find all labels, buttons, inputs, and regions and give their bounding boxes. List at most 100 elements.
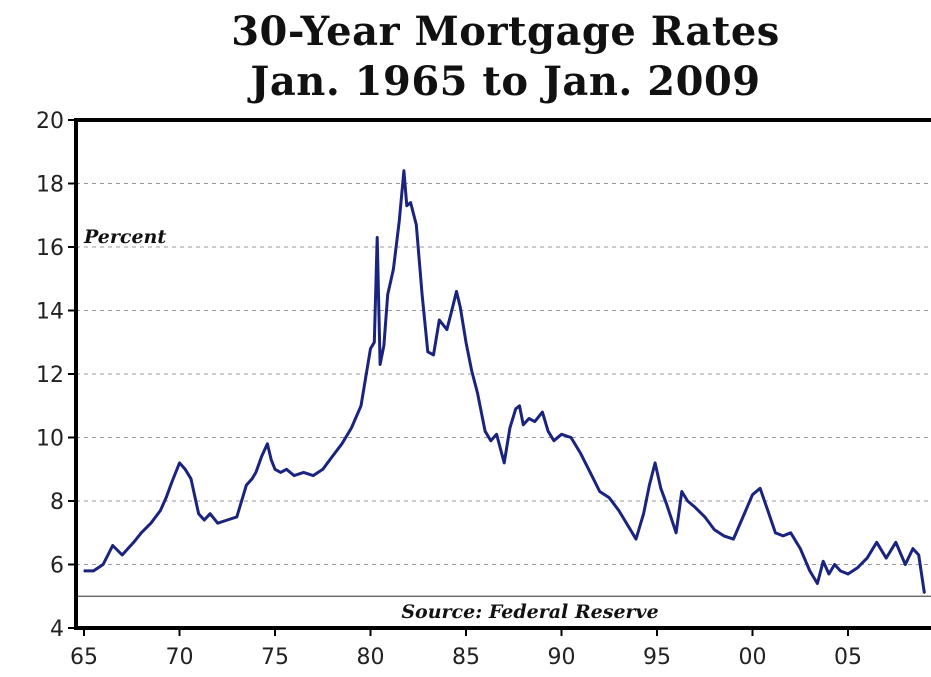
data-point: [723, 535, 725, 537]
x-tick-label: 95: [643, 645, 671, 670]
x-tick-label: 00: [739, 645, 767, 670]
y-tick-label: 20: [36, 109, 64, 134]
data-point: [406, 204, 408, 207]
data-point: [660, 487, 662, 490]
chart-subtitle: Jan. 1965 to Jan. 2009: [250, 58, 761, 105]
data-point: [369, 347, 372, 350]
data-point: [293, 474, 295, 477]
data-point: [490, 439, 492, 442]
data-point: [459, 306, 462, 309]
data-point: [379, 363, 381, 366]
source-note: Source: Federal Reserve: [401, 601, 658, 623]
data-point: [184, 468, 186, 471]
data-point: [190, 478, 192, 480]
data-point: [856, 566, 859, 569]
data-point: [839, 570, 842, 572]
data-point: [140, 532, 143, 534]
x-tick-label: 70: [166, 645, 194, 670]
data-point: [226, 519, 229, 521]
data-point: [732, 538, 735, 540]
data-point: [150, 522, 152, 524]
data-point: [331, 455, 334, 458]
data-point: [541, 411, 544, 413]
data-point: [484, 430, 486, 433]
data-point: [553, 439, 555, 442]
data-point: [415, 224, 418, 226]
data-point: [83, 570, 85, 572]
data-point: [774, 532, 777, 534]
data-point: [476, 392, 479, 394]
data-point: [522, 424, 525, 426]
data-point: [833, 563, 836, 566]
data-point: [828, 573, 830, 575]
data-point: [322, 468, 324, 471]
data-point: [132, 541, 135, 544]
y-tick-label: 14: [36, 300, 64, 325]
data-point: [912, 547, 914, 550]
series-line-mortgage-rate: [84, 169, 926, 594]
data-point: [885, 557, 887, 559]
series-layer: [83, 169, 926, 594]
data-point: [742, 516, 744, 518]
data-point: [285, 468, 288, 471]
data-point: [341, 443, 343, 445]
data-point: [421, 293, 423, 296]
data-point: [675, 532, 677, 534]
data-point: [694, 506, 696, 509]
data-point: [759, 487, 761, 490]
y-tick-label: 8: [50, 490, 64, 515]
data-point: [455, 290, 458, 293]
data-point: [528, 417, 530, 420]
data-point: [398, 220, 401, 223]
data-point: [127, 547, 129, 550]
y-tick-label: 18: [36, 173, 64, 198]
data-point: [427, 351, 429, 353]
data-point: [209, 512, 211, 515]
data-point: [495, 433, 498, 436]
data-point: [376, 236, 379, 239]
data-point: [547, 430, 549, 433]
data-point: [560, 433, 563, 436]
data-point: [465, 341, 467, 344]
data-point: [608, 497, 611, 499]
data-point: [178, 462, 181, 464]
data-point: [799, 547, 802, 550]
data-point: [302, 471, 305, 474]
data-point: [904, 563, 907, 566]
data-point: [665, 503, 668, 506]
data-point: [245, 484, 248, 486]
data-point: [509, 427, 511, 429]
data-point: [255, 471, 257, 474]
gridlines: [76, 183, 931, 565]
data-point: [875, 541, 878, 544]
data-point: [270, 458, 273, 461]
data-point: [789, 532, 792, 534]
data-point: [216, 522, 219, 524]
data-point: [866, 557, 868, 559]
axis-ticks: 4 6 8 10 12 14 16 18 20 65 70 75 80 85 90 95 00 05: [36, 109, 862, 670]
y-tick-label: 16: [36, 236, 64, 261]
data-point: [534, 420, 536, 423]
data-point: [822, 560, 824, 563]
data-point: [618, 509, 620, 512]
data-point: [635, 538, 637, 540]
data-point: [392, 268, 395, 271]
data-point: [751, 493, 754, 496]
data-point: [121, 554, 123, 556]
data-point: [503, 462, 506, 464]
data-point: [767, 509, 769, 512]
data-point: [598, 490, 601, 493]
data-point: [589, 471, 591, 474]
chart-title: 30-Year Mortgage Rates: [231, 8, 780, 55]
data-point: [236, 516, 238, 518]
y-tick-label: 6: [50, 554, 64, 579]
data-point: [111, 544, 114, 547]
data-point: [514, 408, 517, 410]
x-tick-label: 85: [452, 645, 480, 670]
data-point: [446, 328, 448, 331]
data-point: [470, 370, 473, 372]
x-tick-label: 65: [70, 645, 98, 670]
y-tick-label: 4: [50, 617, 64, 642]
data-point: [686, 500, 689, 502]
